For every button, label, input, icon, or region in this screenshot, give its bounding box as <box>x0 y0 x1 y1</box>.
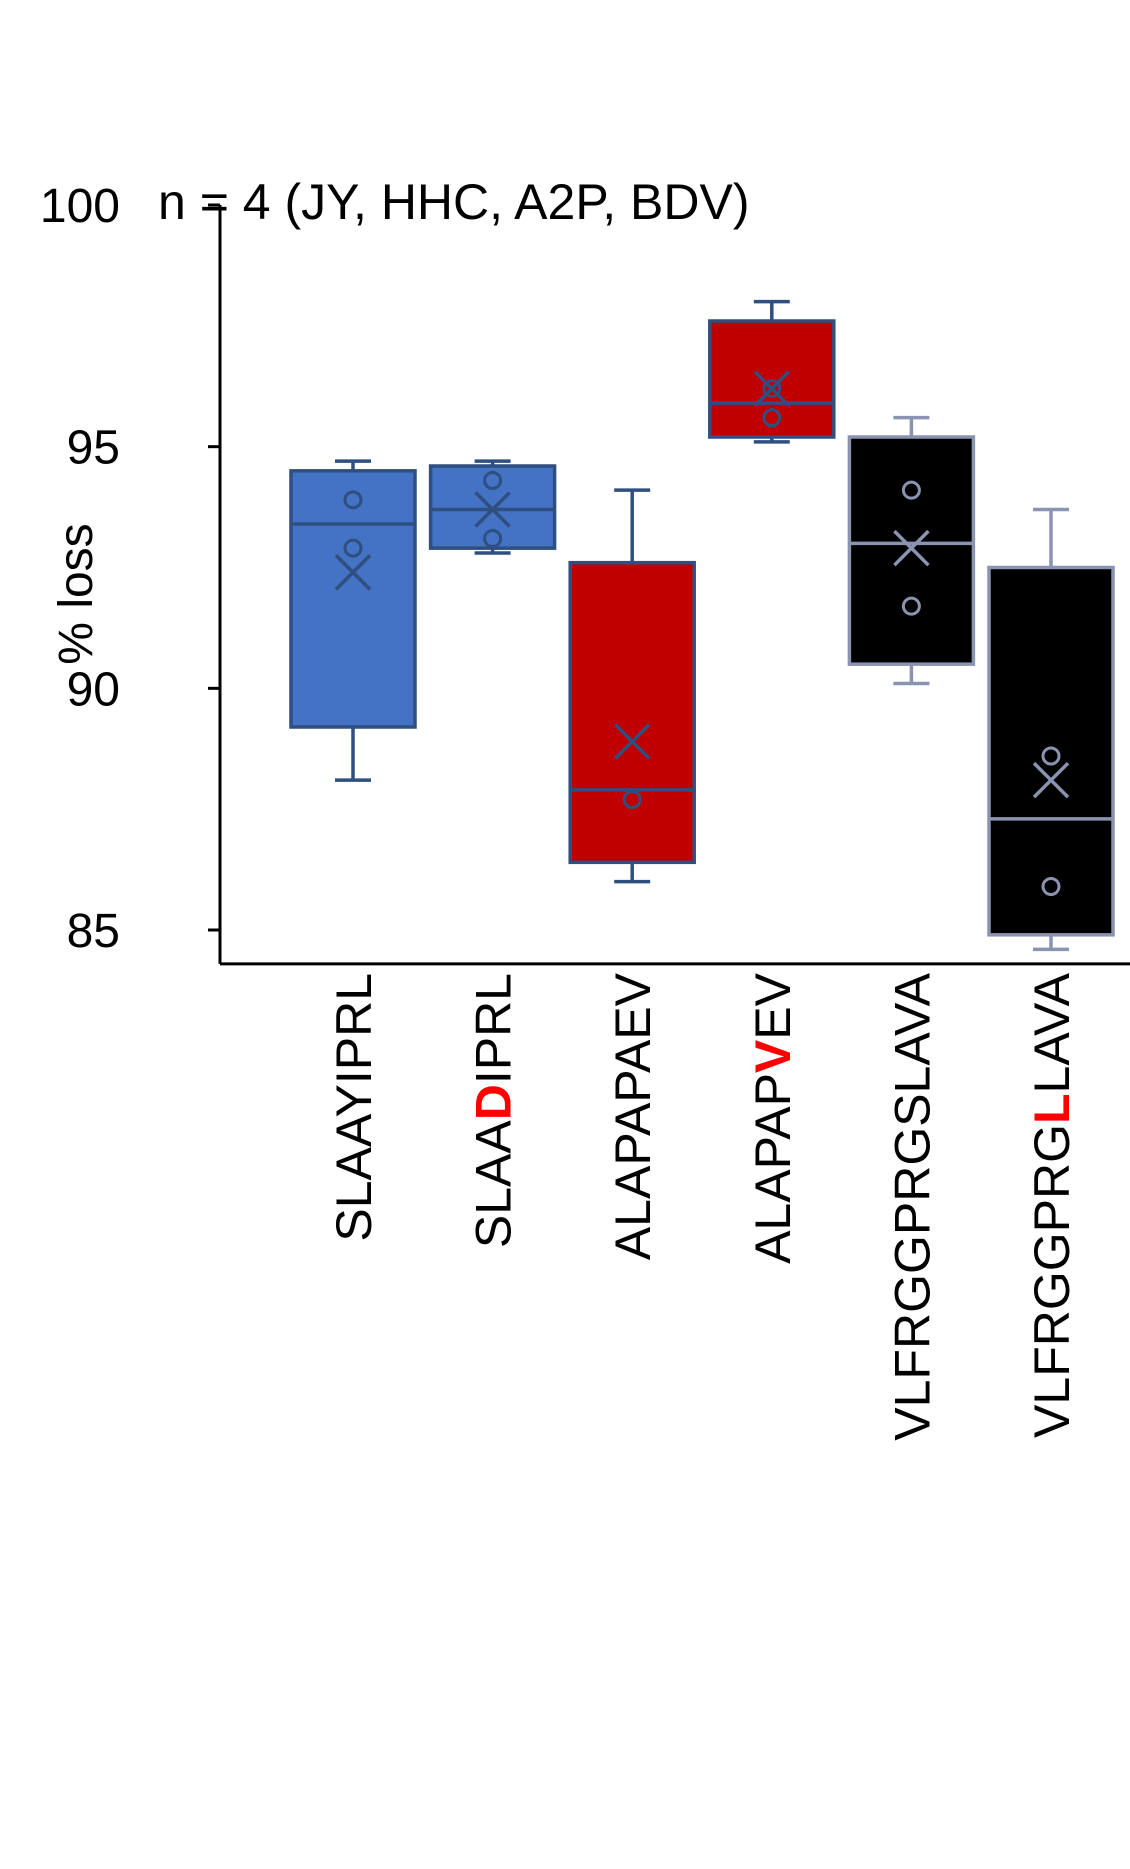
category-label-highlight: D <box>466 1084 522 1120</box>
category-label-part: SLAAYIPRL <box>326 973 382 1242</box>
y-tick-label: 100 <box>40 180 120 233</box>
category-label-part: VLFRGGPRGSLAVA <box>884 972 940 1440</box>
data-point <box>901 596 921 616</box>
data-point <box>622 790 642 809</box>
data-point <box>483 471 503 490</box>
data-point <box>762 408 782 428</box>
category-label-highlight: L <box>1024 1093 1080 1124</box>
box-iqr <box>568 560 696 865</box>
y-tick-label: 90 <box>67 663 120 716</box>
mean-marker <box>474 491 511 528</box>
category-label-part: VLFRGGPRG <box>1024 1124 1080 1438</box>
box-iqr <box>289 469 417 729</box>
y-axis: 85 90 95 100 <box>40 180 222 964</box>
data-point <box>762 379 782 399</box>
mean-marker <box>1032 761 1070 799</box>
category-label-part: IPRL <box>466 973 522 1084</box>
category-label: VLFRGGPRGSLAVA <box>884 972 940 1440</box>
category-label-part: EV <box>745 972 801 1039</box>
category-label: ALAPAPAEV <box>605 972 661 1260</box>
category-label: ALAPAPVEV <box>745 972 801 1264</box>
y-tick-label: 95 <box>67 422 120 475</box>
box-iqr <box>987 565 1115 937</box>
box-group <box>289 459 417 782</box>
chart-title: n = 4 (JY, HHC, A2P, BDV) <box>158 174 749 230</box>
box-group <box>568 488 696 884</box>
category-label-part: ALAPAPAEV <box>605 972 661 1260</box>
box-iqr <box>708 319 836 439</box>
mean-marker <box>613 723 651 760</box>
box-group <box>428 459 557 555</box>
data-point <box>343 538 363 558</box>
data-point <box>483 529 503 548</box>
category-label-part: LAVA <box>1024 972 1080 1093</box>
mean-marker <box>753 370 791 407</box>
box-group <box>847 415 976 686</box>
category-label: VLFRGGPRGLLAVA <box>1024 972 1080 1438</box>
box-group <box>708 299 836 444</box>
category-label-highlight: V <box>745 1039 801 1073</box>
y-tick-label: 85 <box>67 905 120 958</box>
mean-marker <box>334 554 372 591</box>
data-point <box>1041 746 1061 766</box>
category-label: SLAAYIPRL <box>326 973 382 1242</box>
data-point <box>343 490 363 510</box>
category-label-part: SLAA <box>466 1120 522 1249</box>
category-label-part: ALAPAP <box>745 1073 801 1264</box>
data-point <box>901 480 921 500</box>
box-group <box>987 507 1115 952</box>
boxes-layer <box>289 299 1115 952</box>
mean-marker <box>893 529 930 567</box>
y-axis-label: % loss <box>50 523 103 664</box>
data-point <box>1041 877 1061 896</box>
category-label: SLAADIPRL <box>466 973 522 1248</box>
category-labels-layer: SLAAYIPRL SLAADIPRL ALAPAPAEV ALAPAPVEV VLFR… <box>326 972 1080 1440</box>
